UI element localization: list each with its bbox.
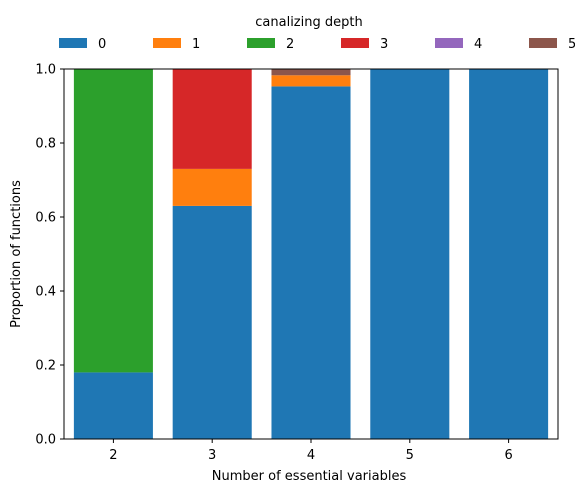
y-tick-label: 0.0 [35,433,56,448]
bar-depth-0-vars-4 [271,86,351,439]
legend-swatch-2 [247,38,275,48]
legend-label-0: 0 [98,37,106,52]
y-tick-label: 0.6 [35,211,56,226]
bar-depth-0-vars-5 [370,69,450,439]
bar-depth-1-vars-4 [271,75,351,87]
y-tick-label: 1.0 [35,63,56,78]
bars [73,69,549,439]
x-tick-label: 6 [504,448,512,463]
x-tick-label: 4 [307,448,315,463]
legend-label-2: 2 [286,37,294,52]
y-tick-label: 0.4 [35,285,56,300]
bar-depth-1-vars-3 [172,168,252,206]
legend-swatch-0 [59,38,87,48]
legend-items: 0123456 [59,37,575,52]
bar-depth-0-vars-3 [172,205,252,439]
y-axis-label: Proportion of functions [9,180,24,328]
legend-swatch-5 [529,38,557,48]
legend-label-4: 4 [474,37,482,52]
x-axis: 2 3 4 5 6 [109,439,513,463]
legend-title: canalizing depth [255,15,362,30]
x-tick-label: 2 [109,448,117,463]
legend-swatch-1 [153,38,181,48]
legend-label-5: 5 [568,37,575,52]
legend-swatch-3 [341,38,369,48]
x-tick-label: 5 [406,448,414,463]
bar-depth-2-vars-2 [73,69,153,373]
y-tick-label: 0.8 [35,137,56,152]
bar-depth-0-vars-6 [469,69,549,439]
x-tick-label: 3 [208,448,216,463]
legend-label-1: 1 [192,37,200,52]
y-tick-label: 0.2 [35,359,56,374]
bar-depth-5-vars-4 [271,69,351,76]
x-axis-label: Number of essential variables [212,469,407,484]
legend-label-3: 3 [380,37,388,52]
bar-depth-3-vars-3 [172,69,252,169]
bar-depth-0-vars-2 [73,372,153,439]
legend-swatch-4 [435,38,463,48]
legend: canalizing depth 0123456 [59,15,575,52]
y-axis: 0.0 0.2 0.4 0.6 0.8 1.0 [35,63,64,448]
